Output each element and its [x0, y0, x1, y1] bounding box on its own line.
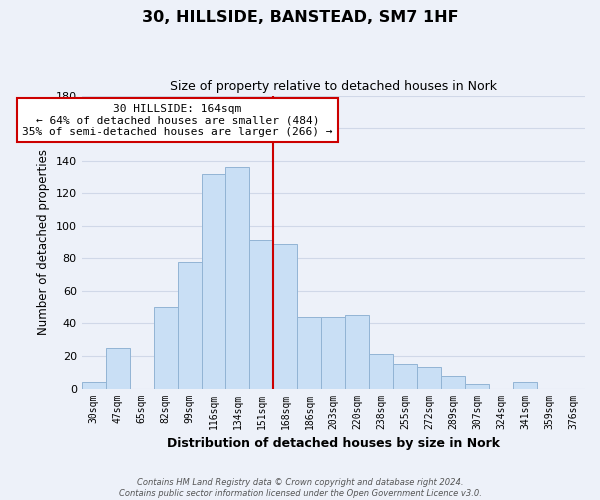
X-axis label: Distribution of detached houses by size in Nork: Distribution of detached houses by size … — [167, 437, 500, 450]
Bar — [82, 382, 106, 388]
Bar — [346, 316, 369, 388]
Bar — [417, 368, 441, 388]
Bar — [178, 262, 202, 388]
Bar — [274, 244, 298, 388]
Text: Contains HM Land Registry data © Crown copyright and database right 2024.
Contai: Contains HM Land Registry data © Crown c… — [119, 478, 481, 498]
Bar — [465, 384, 489, 388]
Bar — [369, 354, 393, 388]
Y-axis label: Number of detached properties: Number of detached properties — [37, 149, 50, 335]
Bar — [202, 174, 226, 388]
Title: Size of property relative to detached houses in Nork: Size of property relative to detached ho… — [170, 80, 497, 93]
Text: 30, HILLSIDE, BANSTEAD, SM7 1HF: 30, HILLSIDE, BANSTEAD, SM7 1HF — [142, 10, 458, 25]
Bar — [441, 376, 465, 388]
Bar — [322, 317, 346, 388]
Bar — [226, 167, 250, 388]
Bar — [106, 348, 130, 389]
Bar — [513, 382, 537, 388]
Bar — [298, 317, 322, 388]
Bar — [393, 364, 417, 388]
Bar — [154, 307, 178, 388]
Text: 30 HILLSIDE: 164sqm
← 64% of detached houses are smaller (484)
35% of semi-detac: 30 HILLSIDE: 164sqm ← 64% of detached ho… — [22, 104, 333, 137]
Bar — [250, 240, 274, 388]
